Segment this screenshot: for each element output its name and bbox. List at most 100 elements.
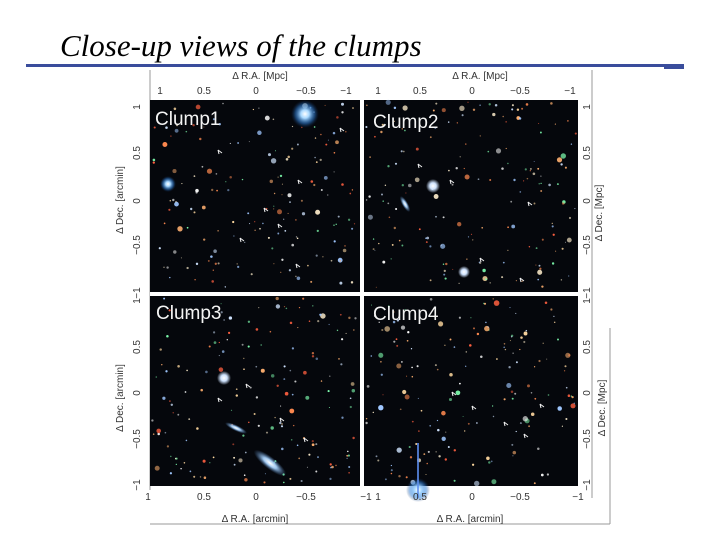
star	[405, 192, 407, 194]
star	[280, 425, 284, 428]
star	[512, 455, 514, 457]
star	[492, 112, 496, 117]
star	[289, 408, 295, 414]
star	[212, 331, 216, 334]
tick-label: 0	[582, 390, 593, 396]
star	[533, 161, 535, 162]
star	[444, 458, 447, 461]
star	[382, 200, 384, 202]
star	[564, 166, 567, 169]
star	[248, 421, 250, 424]
star	[323, 176, 328, 180]
star	[561, 202, 565, 205]
star	[563, 370, 566, 372]
star	[217, 262, 220, 265]
star	[253, 413, 256, 415]
star	[289, 369, 292, 372]
star	[521, 107, 524, 110]
member-arrow	[245, 383, 251, 389]
star	[540, 175, 542, 177]
star	[482, 268, 486, 273]
star	[365, 199, 368, 201]
star	[169, 276, 171, 279]
star	[341, 111, 344, 114]
star	[166, 266, 169, 269]
star	[337, 215, 340, 218]
star	[493, 300, 500, 306]
star	[365, 417, 368, 420]
star	[401, 184, 404, 187]
star	[199, 476, 202, 478]
star	[395, 207, 398, 211]
star	[257, 424, 260, 427]
clump1-label: Clump1	[155, 109, 220, 130]
star	[396, 363, 402, 369]
tick-label: 1	[582, 298, 593, 304]
star	[350, 281, 354, 284]
star	[161, 364, 163, 366]
star	[297, 327, 299, 329]
star	[249, 386, 252, 389]
tick-label: −0.5	[296, 86, 316, 97]
star	[470, 233, 473, 235]
star	[574, 208, 576, 210]
star	[243, 357, 245, 360]
star	[151, 419, 154, 422]
star	[401, 128, 403, 130]
star	[200, 388, 203, 392]
star	[258, 107, 260, 109]
star	[511, 224, 516, 229]
star	[287, 193, 292, 198]
star	[405, 476, 408, 479]
star	[312, 305, 314, 307]
star	[447, 445, 450, 449]
star	[270, 426, 274, 430]
star	[185, 439, 188, 442]
star	[154, 465, 160, 471]
clump4-label: Clump4	[373, 304, 439, 325]
star	[340, 338, 344, 341]
star	[273, 208, 275, 210]
star	[352, 329, 355, 331]
tick-label: −1	[340, 86, 352, 97]
star	[351, 227, 354, 230]
star	[435, 102, 438, 105]
star	[434, 126, 437, 129]
star	[308, 320, 311, 322]
star	[158, 247, 161, 250]
member-arrow	[263, 207, 269, 213]
member-arrows	[217, 127, 545, 443]
star	[429, 245, 432, 248]
star	[248, 141, 250, 143]
star	[433, 194, 439, 199]
star	[465, 351, 468, 353]
star	[560, 153, 567, 159]
star	[533, 366, 536, 368]
star	[310, 180, 314, 183]
star	[202, 459, 206, 463]
star	[250, 273, 253, 276]
tick-label: 0.5	[413, 86, 427, 97]
star	[458, 316, 461, 319]
star	[509, 307, 511, 309]
star	[295, 236, 298, 238]
star	[330, 259, 333, 262]
star	[440, 243, 446, 249]
star	[189, 470, 192, 473]
tick-label: −1	[132, 479, 143, 491]
star	[169, 472, 173, 475]
star	[162, 142, 168, 147]
star	[504, 348, 507, 351]
star	[203, 126, 205, 128]
star	[464, 174, 470, 180]
star	[311, 440, 314, 443]
star	[425, 241, 428, 244]
star	[284, 391, 289, 396]
star	[269, 179, 274, 184]
star	[170, 455, 172, 458]
star	[387, 305, 390, 308]
tick-label: 0	[469, 492, 475, 503]
star	[472, 327, 476, 330]
star	[382, 260, 386, 264]
star	[438, 321, 444, 327]
